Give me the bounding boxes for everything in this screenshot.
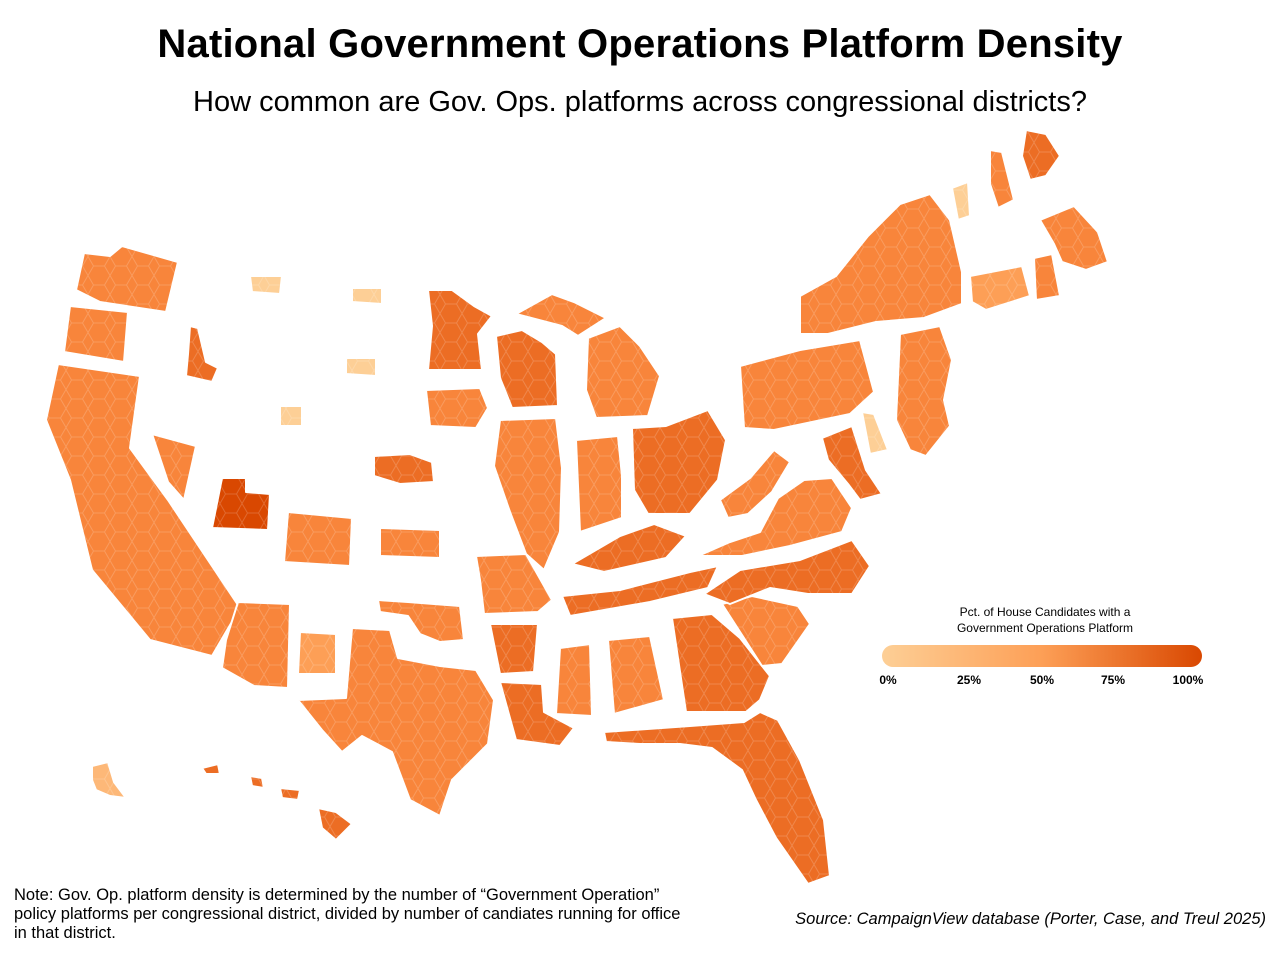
page-title: National Government Operations Platform … (157, 22, 1123, 66)
state-MN (427, 289, 493, 371)
state-ND (351, 287, 383, 305)
state-OR (63, 305, 129, 363)
legend-tick-50: 50% (1029, 673, 1055, 687)
state-TN (561, 565, 719, 617)
state-WI (495, 329, 559, 409)
legend-title-line2: Government Operations Platform (956, 621, 1134, 635)
legend-tick-0: 0% (879, 673, 897, 687)
state-NM (297, 631, 337, 675)
state-FL (603, 711, 831, 885)
state-MT (249, 275, 283, 295)
state-ME (1021, 129, 1061, 181)
state-AL (607, 635, 665, 715)
state-IL (493, 417, 563, 571)
state-OH (631, 409, 727, 515)
legend-tick-100: 100% (1172, 673, 1204, 687)
state-PA (739, 339, 875, 431)
state-AR (489, 623, 539, 675)
state-IA (425, 387, 489, 429)
state-DE (861, 411, 889, 455)
source-credit: Source: CampaignView database (Porter, C… (795, 910, 1266, 928)
state-HI (201, 763, 353, 841)
state-AK (91, 761, 127, 799)
state-KY (571, 523, 687, 573)
state-NH (989, 149, 1015, 209)
page-subtitle: How common are Gov. Ops. platforms acros… (193, 86, 1087, 118)
legend-title: Pct. of House Candidates with a Governme… (880, 604, 1210, 636)
state-VT (951, 181, 971, 221)
state-MS (555, 643, 593, 717)
state-WY (279, 405, 303, 427)
footnote: Note: Gov. Op. platform density is deter… (14, 886, 681, 942)
state-ID (185, 325, 219, 383)
state-UT (211, 477, 271, 531)
legend-color-bar (882, 645, 1202, 667)
state-NE (373, 453, 435, 485)
state-RI (1033, 253, 1061, 301)
state-SD (345, 357, 377, 377)
state-IN (575, 435, 623, 533)
state-CT (969, 265, 1031, 311)
state-KS (379, 527, 441, 559)
state-NJ (895, 325, 953, 457)
state-VA (697, 477, 853, 557)
legend-tick-25: 25% (956, 673, 982, 687)
state-WA (75, 245, 179, 313)
state-CA (45, 363, 241, 657)
legend-tick-75: 75% (1100, 673, 1126, 687)
state-CO (283, 511, 353, 567)
legend-title-line1: Pct. of House Candidates with a (959, 605, 1131, 619)
state-NY (799, 193, 963, 335)
